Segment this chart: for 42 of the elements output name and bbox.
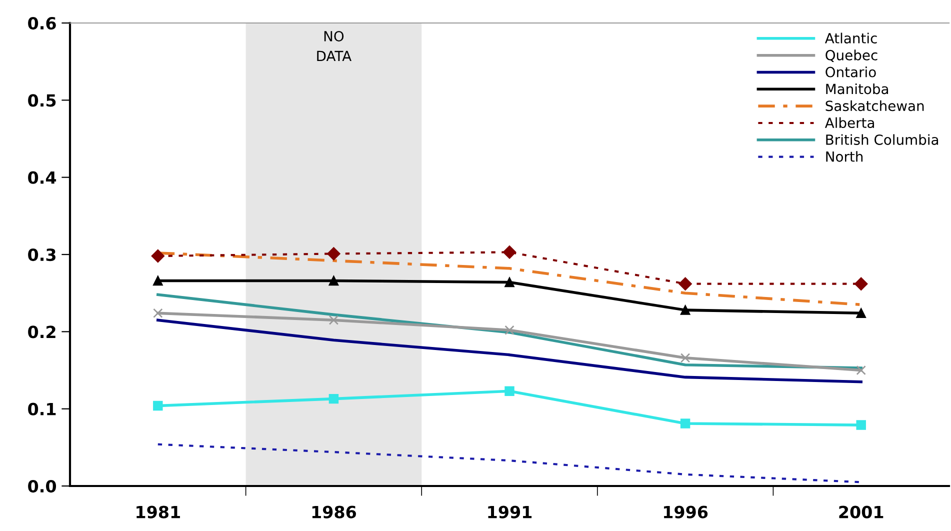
point: [153, 308, 163, 318]
point: [504, 386, 514, 396]
point: [153, 400, 163, 411]
point: [680, 418, 690, 428]
legend-label: Quebec: [826, 50, 878, 62]
legend-label: Alberta: [824, 117, 874, 128]
point: [680, 305, 690, 315]
point: [504, 325, 514, 335]
point: [680, 353, 690, 363]
point: [327, 247, 340, 260]
x-tick-label: 1986: [312, 506, 356, 518]
legend-label: Atlantic: [824, 32, 877, 44]
point: [151, 249, 164, 263]
point: [328, 315, 339, 325]
x-tick-label: 1991: [488, 506, 532, 518]
y-tick-label: 0.0: [28, 480, 56, 493]
point: [678, 277, 692, 290]
x-tick-label: 2001: [839, 506, 884, 518]
point: [854, 277, 868, 290]
point: [153, 276, 163, 286]
x-tick-label: 1996: [664, 506, 708, 518]
point: [502, 246, 516, 259]
legend-label: Ontario: [826, 66, 876, 78]
band-label: NO DATA: [317, 30, 352, 62]
line-series: [156, 318, 862, 384]
legend-label: North: [826, 151, 863, 162]
y-tick-label: 0.1: [28, 402, 56, 416]
point: [856, 420, 866, 430]
y-tick-label: 0.3: [28, 248, 56, 262]
legend-label: British Columbia: [826, 134, 938, 145]
point: [328, 394, 339, 404]
y-tick-label: 0.2: [28, 326, 56, 338]
legend-label: Saskatchewan: [826, 100, 924, 112]
point: [856, 365, 866, 376]
legend-label: Manitoba: [826, 83, 888, 94]
y-tick-label: 0.4: [28, 171, 56, 184]
y-tick-label: 0.6: [28, 16, 56, 30]
y-tick-label: 0.5: [28, 94, 56, 107]
point: [504, 277, 514, 288]
point: [328, 276, 339, 286]
point: [856, 308, 866, 318]
x-tick-label: 1981: [136, 506, 180, 518]
